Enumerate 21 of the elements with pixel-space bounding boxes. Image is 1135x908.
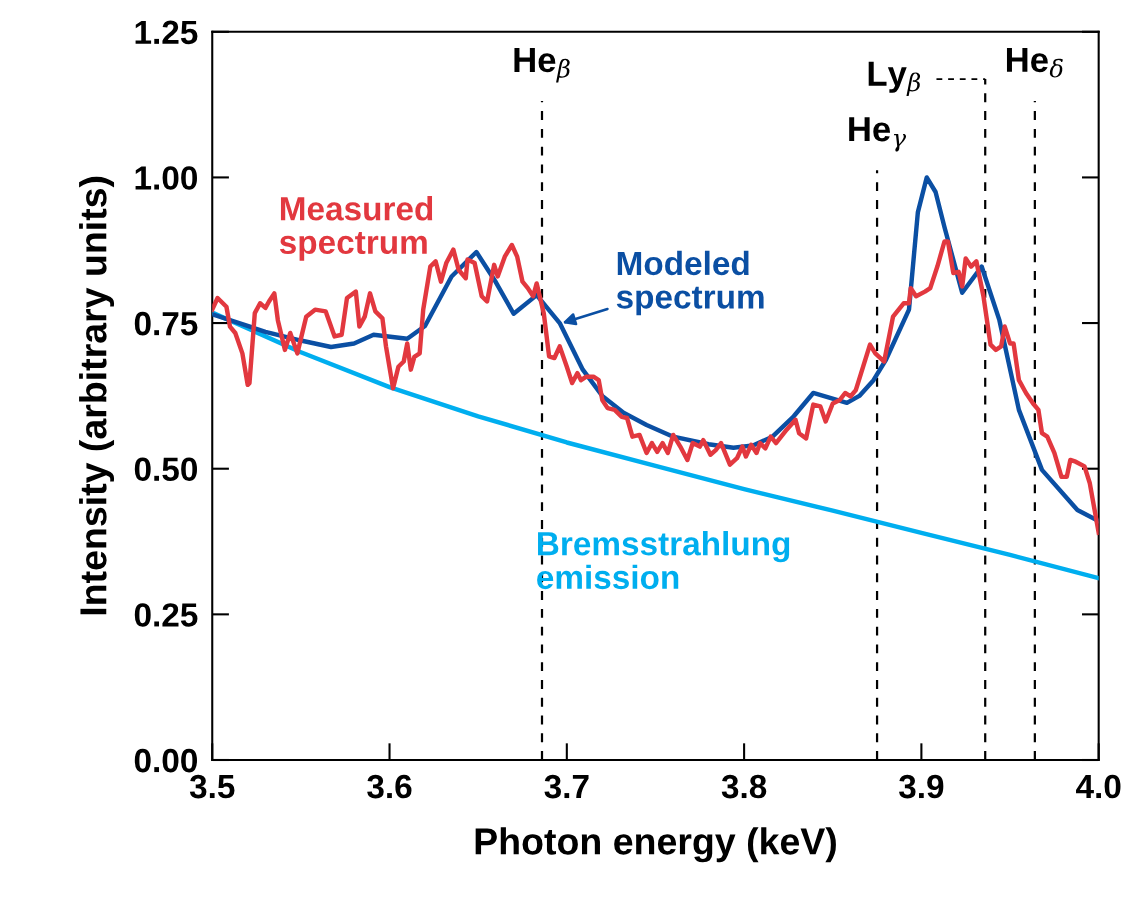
x-tick-label: 3.8 [721, 774, 767, 799]
ref-line-label: Ly$_{β}$ [868, 61, 921, 97]
y-tick-label: 1.00 [135, 166, 197, 190]
y-axis-title: Intensity (arbitrary units) [79, 176, 115, 615]
y-tick-label: 0.50 [134, 457, 197, 482]
ref-line-label: He$_{β}$ [514, 48, 570, 83]
series-label: Measured spectrum [279, 196, 433, 261]
y-tick-label: 0.00 [134, 748, 197, 773]
x-tick-label: 3.9 [898, 774, 944, 799]
x-axis-title: Photon energy (keV) [475, 827, 836, 863]
x-tick-label: 3.5 [189, 774, 235, 799]
x-tick-label: 3.6 [367, 774, 412, 799]
y-tick-label: 0.25 [134, 603, 198, 627]
series-label: Bremsstrahlung emission [537, 531, 790, 590]
x-tick-label: 4.0 [1076, 774, 1121, 799]
y-tick-label: 0.75 [134, 311, 198, 336]
x-tick-label: 3.7 [544, 774, 589, 799]
series-label: Modeled spectrum [616, 250, 764, 316]
y-tick-label: 1.25 [135, 20, 198, 45]
ref-line-label: He$_{γ}$ [849, 117, 907, 152]
ref-line-label: He$_{δ}$ [1006, 47, 1063, 78]
